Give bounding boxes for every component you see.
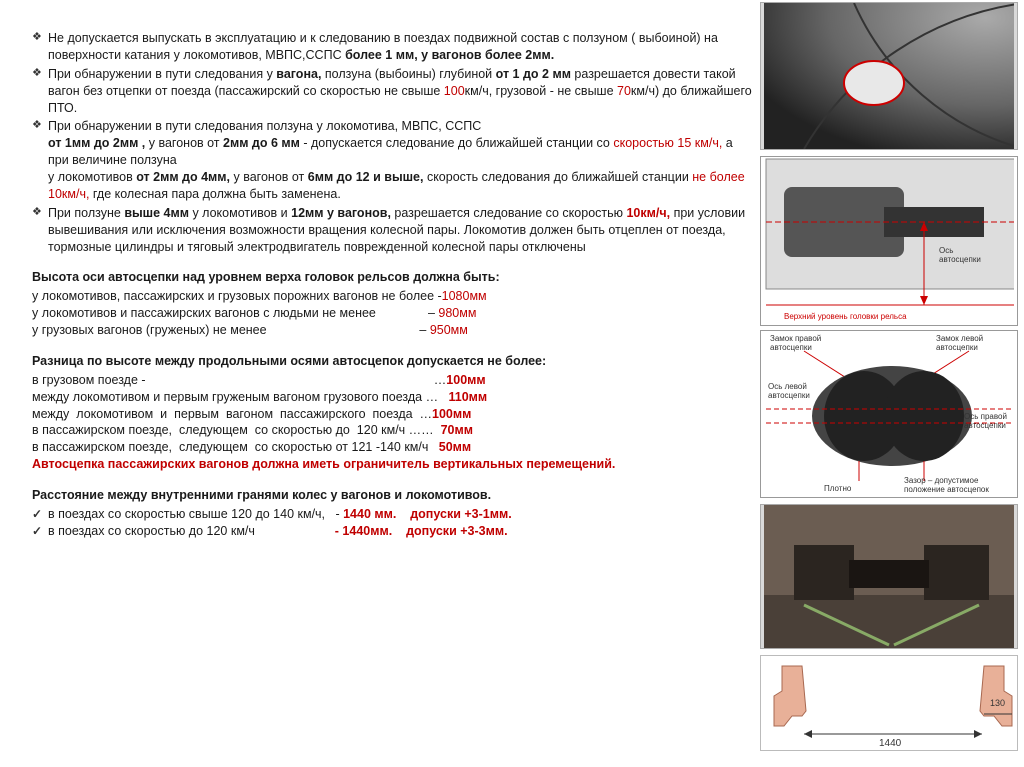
bullet-3: При обнаружении в пути следования ползун… [32, 118, 752, 202]
sec3-row2: между локомотивом и первым груженым ваго… [32, 389, 752, 406]
sec2-r1v: 1080мм [442, 289, 487, 303]
svg-text:положение автосцепок: положение автосцепок [904, 485, 989, 494]
sec4-r2t: допуски +3-3мм. [392, 524, 507, 538]
sec3-r5v: 50мм [439, 440, 471, 454]
b3-l2a: от 1мм до 2мм , [48, 136, 145, 150]
sec3-note: Автосцепка пассажирских вагонов должна и… [32, 456, 752, 473]
sec3-row3: между локомотивом и первым вагоном пасса… [32, 406, 752, 423]
sec4-row1: в поездах со скоростью свыше 120 до 140 … [32, 506, 752, 523]
sec3-r1v: 100мм [446, 373, 485, 387]
b3-l3f: где колесная пара должна быть заменена. [89, 187, 340, 201]
rail-level-label: Верхний уровень головки рельса [784, 312, 907, 321]
svg-text:автосцепки: автосцепки [939, 255, 981, 264]
b3-l2d: - допускается следование до ближайшей ст… [300, 136, 613, 150]
svg-text:Плотно: Плотно [824, 484, 852, 493]
coupler-lock-icon: Замок правой автосцепки Замок левой авто… [764, 331, 1014, 497]
gauge-1440: 1440 [879, 738, 902, 749]
sec3-r3l: между локомотивом и первым вагоном пасса… [32, 407, 432, 421]
svg-text:Ось правой: Ось правой [964, 412, 1007, 421]
sec2-r2l: у локомотивов и пассажирских вагонов с л… [32, 306, 438, 320]
sec2-row3: у грузовых вагонов (груженых) не менее –… [32, 322, 752, 339]
sec4-title: Расстояние между внутренними гранями кол… [32, 487, 752, 504]
sec2-row2: у локомотивов и пассажирских вагонов с л… [32, 305, 752, 322]
b4-t3: разрешается следование со скоростью [391, 206, 627, 220]
svg-text:Зазор – допустимое: Зазор – допустимое [904, 476, 979, 485]
b3-l3b: от 2мм до 4мм, [136, 170, 230, 184]
coupler-axis-label: Ось [939, 246, 953, 255]
figure-coupler-axis: Ось автосцепки Верхний уровень головки р… [760, 156, 1018, 326]
sec2-r1l: у локомотивов, пассажирских и грузовых п… [32, 289, 442, 303]
b3-l3c: у вагонов от [230, 170, 308, 184]
sec3-r2l: между локомотивом и первым груженым ваго… [32, 390, 449, 404]
sec3-row5: в пассажирском поезде, следующем со скор… [32, 439, 752, 456]
sec3-row1: в грузовом поезде - …100мм [32, 372, 752, 389]
sec3-r4v: 70мм [441, 423, 473, 437]
figure-wheel-gauge: 1440 130 [760, 655, 1018, 751]
sec4-r1t: допуски +3-1мм. [396, 507, 511, 521]
b2-range: от 1 до 2 мм [496, 67, 571, 81]
coupling-photo-icon [764, 505, 1014, 648]
sec3-r3v: 100мм [432, 407, 471, 421]
svg-text:автосцепки: автосцепки [964, 421, 1006, 430]
b2-100: 100 [444, 84, 465, 98]
b1-bold: более 1 мм, у вагонов более 2мм. [345, 48, 554, 62]
b2-vag: вагона, [276, 67, 321, 81]
b2-t1: При обнаружении в пути следования у [48, 67, 276, 81]
b4-v12: 12мм у вагонов, [291, 206, 391, 220]
sec4-r1l: в поездах со скоростью свыше 120 до 140 … [48, 507, 343, 521]
sec4-r2l: в поездах со скоростью до 120 км/ч [48, 524, 335, 538]
svg-text:автосцепки: автосцепки [768, 391, 810, 400]
sec3-title: Разница по высоте между продольными осям… [32, 353, 752, 370]
svg-text:автосцепки: автосцепки [770, 343, 812, 352]
gauge-130: 130 [990, 698, 1005, 708]
svg-text:Ось левой: Ось левой [768, 382, 807, 391]
b4-t1: При ползуне [48, 206, 124, 220]
main-text-column: Не допускается выпускать в эксплуатацию … [0, 0, 760, 767]
coupler-axis-icon: Ось автосцепки Верхний уровень головки р… [764, 157, 1014, 325]
figure-wheel-flat [760, 2, 1018, 150]
b3-t1: При обнаружении в пути следования ползун… [48, 119, 481, 133]
sec4-row2: в поездах со скоростью до 120 км/ч - 144… [32, 523, 752, 540]
b2-t4: км/ч, грузовой - не свыше [465, 84, 617, 98]
bullet-1: Не допускается выпускать в эксплуатацию … [32, 30, 752, 64]
b3-sp15: скоростью 15 км/ч, [613, 136, 722, 150]
sec2-r3l: у грузовых вагонов (груженых) не менее – [32, 323, 430, 337]
sec4-r2v: - 1440мм. [335, 524, 392, 538]
b4-v4: выше 4мм [124, 206, 189, 220]
b4-t2: у локомотивов и [189, 206, 291, 220]
sec3-r1l: в грузовом поезде - … [32, 373, 446, 387]
b4-sp10: 10км/ч, [626, 206, 670, 220]
figure-coupler-locks: Замок правой автосцепки Замок левой авто… [760, 330, 1018, 498]
svg-text:Замок левой: Замок левой [936, 334, 983, 343]
b3-l3e: скорость следования до ближайшей станции [423, 170, 692, 184]
b3-l3d: 6мм до 12 и выше, [308, 170, 424, 184]
svg-text:автосцепки: автосцепки [936, 343, 978, 352]
b2-70: 70 [617, 84, 631, 98]
sec2-r2v: 980мм [438, 306, 476, 320]
sec4-r1v: 1440 мм. [343, 507, 396, 521]
b3-l2b: у вагонов от [145, 136, 223, 150]
sec3-r4l: в пассажирском поезде, следующем со скор… [32, 423, 441, 437]
image-column: Ось автосцепки Верхний уровень головки р… [760, 0, 1024, 767]
sec3-r5l: в пассажирском поезде, следующем со скор… [32, 440, 439, 454]
figure-coupling-photo [760, 504, 1018, 649]
bullet-2: При обнаружении в пути следования у ваго… [32, 66, 752, 117]
b3-l3a: у локомотивов [48, 170, 136, 184]
wheel-gauge-icon: 1440 130 [764, 656, 1014, 750]
b2-t2: ползуна (выбоины) глубиной [321, 67, 495, 81]
bullet-4: При ползуне выше 4мм у локомотивов и 12м… [32, 205, 752, 256]
sec3-row4: в пассажирском поезде, следующем со скор… [32, 422, 752, 439]
sec2-title: Высота оси автосцепки над уровнем верха … [32, 269, 752, 286]
wheel-icon [764, 3, 1014, 149]
b3-l2c: 2мм до 6 мм [223, 136, 300, 150]
sec2-row1: у локомотивов, пассажирских и грузовых п… [32, 288, 752, 305]
sec2-r3v: 950мм [430, 323, 468, 337]
svg-text:Замок правой: Замок правой [770, 334, 821, 343]
sec3-r2v: 110мм [449, 390, 488, 404]
